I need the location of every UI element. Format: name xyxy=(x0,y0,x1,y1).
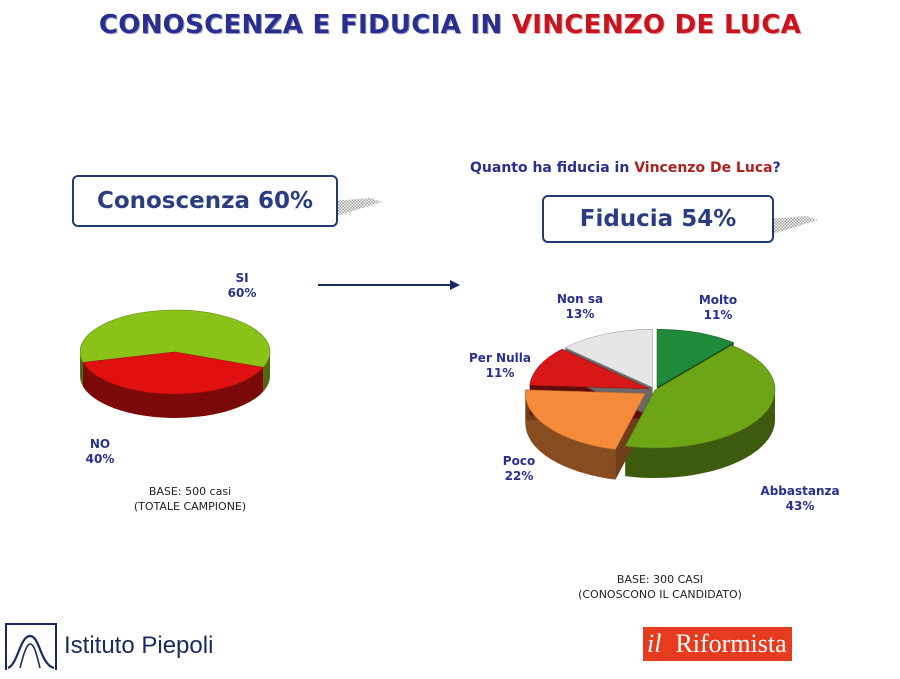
trust-box: Fiducia 54% xyxy=(542,195,774,243)
label-abbastanza-name: Abbastanza xyxy=(760,484,840,498)
label-per-nulla-pct: 11% xyxy=(485,366,515,380)
label-si: SI 60% xyxy=(222,271,262,301)
trust-pie-chart xyxy=(524,328,776,480)
riformista-name: Riformista xyxy=(675,629,787,658)
slice-poco xyxy=(524,389,646,450)
label-poco-name: Poco xyxy=(502,454,536,468)
question-suffix: ? xyxy=(772,160,781,176)
label-si-name: SI xyxy=(235,271,249,285)
label-no: NO 40% xyxy=(80,437,120,467)
title-name: VINCENZO DE LUCA xyxy=(511,10,802,40)
label-abbastanza-pct: 43% xyxy=(785,499,815,513)
page-title: CONOSCENZA E FIDUCIA IN VINCENZO DE LUCA xyxy=(0,10,900,40)
label-molto-name: Molto xyxy=(698,293,738,307)
label-non-sa: Non sa 13% xyxy=(550,292,610,322)
knowledge-box: Conoscenza 60% xyxy=(72,175,338,227)
slice-wall-poco xyxy=(525,393,616,480)
trust-base-line2: (CONOSCONO IL CANDIDATO) xyxy=(578,588,742,601)
label-abbastanza: Abbastanza 43% xyxy=(750,484,850,514)
trust-base-line1: BASE: 300 CASI xyxy=(616,573,704,586)
slice-non-sa xyxy=(564,329,653,388)
slice-molto xyxy=(656,328,735,388)
question-prefix: Quanto ha fiducia in xyxy=(470,160,635,176)
label-molto-pct: 11% xyxy=(703,308,733,322)
label-si-pct: 60% xyxy=(227,286,257,300)
label-per-nulla-name: Per Nulla xyxy=(469,351,531,365)
trust-base-note: BASE: 300 CASI (CONOSCONO IL CANDIDATO) xyxy=(540,572,780,602)
riformista-il: il xyxy=(647,629,662,658)
istituto-piepoli-logo: Istituto Piepoli xyxy=(2,620,222,678)
arrow-icon xyxy=(318,280,460,290)
slice-wall-no xyxy=(82,362,264,418)
label-non-sa-name: Non sa xyxy=(556,292,604,306)
label-per-nulla: Per Nulla 11% xyxy=(462,351,538,381)
slice-wall-si xyxy=(80,352,83,387)
slice-wall-si xyxy=(263,352,270,392)
label-molto: Molto 11% xyxy=(688,293,748,323)
slice-wall-abbastanza xyxy=(625,390,775,478)
label-poco: Poco 22% xyxy=(494,454,544,484)
slice-no xyxy=(82,351,264,395)
label-no-pct: 40% xyxy=(85,452,115,466)
knowledge-pie-chart xyxy=(80,309,271,418)
slice-per-nulla xyxy=(529,348,650,390)
label-poco-pct: 22% xyxy=(504,469,534,483)
title-prefix: CONOSCENZA E FIDUCIA IN xyxy=(98,10,512,40)
piepoli-mark-icon xyxy=(2,620,60,676)
question-name: Vincenzo De Luca xyxy=(634,160,773,176)
knowledge-base-line1: BASE: 500 casi xyxy=(148,485,232,498)
slice-si xyxy=(80,309,271,368)
slice-abbastanza xyxy=(624,344,776,449)
knowledge-base-line2: (TOTALE CAMPIONE) xyxy=(133,500,247,513)
riformista-logo: il Riformista xyxy=(643,627,792,661)
knowledge-base-note: BASE: 500 casi (TOTALE CAMPIONE) xyxy=(100,484,280,514)
trust-question: Quanto ha fiducia in Vincenzo De Luca? xyxy=(470,160,781,176)
label-non-sa-pct: 13% xyxy=(565,307,595,321)
label-no-name: NO xyxy=(89,437,111,451)
piepoli-name: Istituto Piepoli xyxy=(64,632,214,659)
